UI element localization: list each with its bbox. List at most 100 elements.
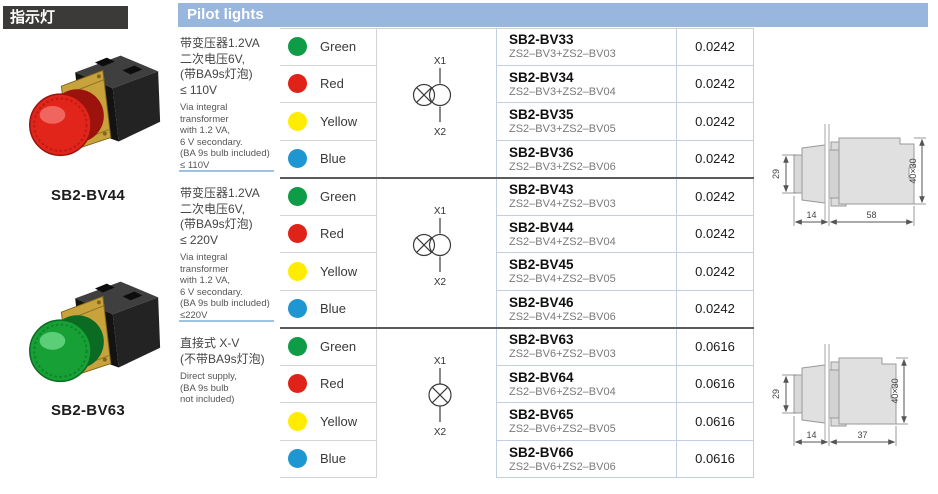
color-name: Yellow [320, 413, 358, 429]
color-name: Red [320, 76, 344, 92]
color-cell: Red [280, 366, 376, 403]
lens-color-dot [288, 224, 307, 244]
dim-lens-depth-label: 14 [806, 210, 816, 220]
dim-cross-section-label: 40×30 [890, 378, 900, 403]
dim-lens-depth-label: 14 [806, 430, 816, 440]
model-number: SB2-BV34 [509, 69, 574, 85]
product-label: SB2-BV63 [50, 402, 126, 419]
product-group: 直接式 X-V (不带BA9s灯泡) Direct supply, (BA 9s b… [178, 327, 754, 478]
model-number: SB2-BV44 [509, 219, 574, 235]
model-number: SB2-BV64 [509, 369, 574, 385]
color-cell: Yellow [280, 253, 376, 291]
model-number: SB2-BV65 [509, 407, 574, 422]
circuit-symbol-cell: X1 X2 [376, 328, 496, 478]
product-label: SB2-BV44 [50, 187, 126, 204]
model-number: SB2-BV46 [509, 294, 574, 310]
dim-cross-section-label: 40×30 [908, 158, 918, 183]
combination-code: ZS2–BV3+ZS2–BV05 [509, 123, 616, 135]
lens-color-dot [288, 261, 307, 281]
description-line-zh: (带BA9s灯泡) [180, 217, 253, 231]
dim-height-label: 29 [771, 169, 781, 179]
products-panel: SB2-BV44 SB2-BV63 [0, 0, 176, 494]
lens-color-dot [288, 74, 307, 94]
model-cell: SB2-BV34 ZS2–BV3+ZS2–BV04 [496, 65, 676, 103]
description-line-zh: 直接式 X-V [180, 336, 240, 350]
model-cell: SB2-BV43 ZS2–BV4+ZS2–BV03 [496, 178, 676, 216]
combination-code: ZS2–BV4+ZS2–BV03 [509, 198, 616, 210]
circuit-symbol-drawing: X1 X2 [427, 356, 452, 438]
combination-code: ZS2–BV6+ZS2–BV06 [509, 460, 616, 473]
color-name: Green [320, 188, 357, 204]
description-line-zh: 带变压器1.2VA [180, 186, 260, 200]
weight-cell: 0.0616 [676, 440, 754, 478]
color-cell: Blue [280, 441, 376, 478]
model-cell: SB2-BV36 ZS2–BV3+ZS2–BV06 [496, 140, 676, 178]
terminal-label-bottom: X2 [433, 277, 446, 288]
combination-code: ZS2–BV4+ZS2–BV04 [509, 235, 616, 248]
weight-cell: 0.0242 [676, 178, 754, 216]
description-line-zh: ≤ 110V [180, 82, 218, 97]
color-name: Blue [320, 301, 347, 317]
lens-color-dot [288, 299, 307, 319]
weight-cell: 0.0242 [676, 290, 754, 328]
weight-cell: 0.0242 [676, 140, 754, 178]
dimension-drawing-long-body: 29 14 58 40×30 [762, 122, 934, 240]
table-title: Pilot lights [178, 3, 928, 27]
color-name: Red [320, 376, 344, 392]
model-number: SB2-BV66 [509, 444, 574, 460]
combination-code: ZS2–BV4+ZS2–BV06 [509, 310, 616, 323]
color-name: Green [320, 38, 357, 54]
terminal-label-top: X1 [433, 206, 446, 217]
dimension-drawing-short-body: 29 14 37 40×30 [762, 342, 934, 460]
description-line-zh: (不带BA9s灯泡) [180, 351, 265, 366]
color-cell: Blue [280, 291, 376, 328]
color-cell: Red [280, 216, 376, 253]
description-line-zh: ≤ 220V [180, 232, 218, 247]
model-number: SB2-BV45 [509, 257, 574, 272]
weight-cell: 0.0616 [676, 403, 754, 441]
product-photo-red [29, 55, 161, 157]
color-name: Blue [320, 151, 347, 167]
model-cell: SB2-BV35 ZS2–BV3+ZS2–BV05 [496, 103, 676, 141]
description-line-en: Direct supply, [180, 371, 237, 382]
description-line-en: 6 V secondary. [180, 136, 243, 148]
description-line-en: Via integral transformer [180, 102, 229, 125]
model-number: SB2-BV43 [509, 182, 574, 197]
combination-code: ZS2–BV6+ZS2–BV05 [509, 423, 616, 435]
weight-cell: 0.0242 [676, 65, 754, 103]
weight-cell: 0.0242 [676, 215, 754, 253]
dim-body-depth-label: 37 [857, 430, 867, 440]
combination-code: ZS2–BV6+ZS2–BV03 [509, 348, 616, 360]
description-line-en: (BA 9s bulb included) [180, 148, 270, 159]
lens-color-dot [288, 411, 307, 431]
dimension-drawing-svg: 29 14 37 40×30 [771, 344, 908, 446]
pilot-lights-table: 带变压器1.2VA 二次电压6V, (带BA9s灯泡) ≤ 110V Via inte… [178, 28, 754, 478]
model-cell: SB2-BV33 ZS2–BV3+ZS2–BV03 [496, 28, 676, 66]
section-title-zh: 指示灯 [3, 6, 128, 29]
color-name: Green [320, 338, 357, 354]
group-description: 带变压器1.2VA 二次电压6V, (带BA9s灯泡) ≤ 110V Via inte… [178, 28, 280, 178]
terminal-label-bottom: X2 [433, 127, 446, 138]
terminal-label-bottom: X2 [433, 427, 446, 438]
product-group: 带变压器1.2VA 二次电压6V, (带BA9s灯泡) ≤ 110V Via inte… [178, 28, 754, 178]
description-line-en: Via integral transformer [180, 252, 229, 275]
model-number: SB2-BV35 [509, 107, 574, 122]
combination-code: ZS2–BV3+ZS2–BV06 [509, 160, 616, 173]
model-cell: SB2-BV64 ZS2–BV6+ZS2–BV04 [496, 365, 676, 403]
description-line-en: (BA 9s bulb included) [180, 298, 270, 309]
group-description: 直接式 X-V (不带BA9s灯泡) Direct supply, (BA 9s b… [178, 328, 280, 478]
model-cell: SB2-BV46 ZS2–BV4+ZS2–BV06 [496, 290, 676, 328]
lens-color-dot [288, 336, 307, 356]
product-group: 带变压器1.2VA 二次电压6V, (带BA9s灯泡) ≤ 220V Via inte… [178, 177, 754, 328]
dim-body-depth-label: 58 [866, 210, 876, 220]
circuit-symbol-cell: X1 X2 [376, 28, 496, 178]
color-name: Yellow [320, 113, 358, 129]
product-photo-green [29, 281, 161, 383]
weight-cell: 0.0242 [676, 103, 754, 141]
model-number: SB2-BV33 [509, 32, 574, 47]
description-line-en: 6 V secondary. [180, 286, 243, 298]
model-cell: SB2-BV63 ZS2–BV6+ZS2–BV03 [496, 328, 676, 366]
model-cell: SB2-BV45 ZS2–BV4+ZS2–BV05 [496, 253, 676, 291]
combination-code: ZS2–BV3+ZS2–BV03 [509, 48, 616, 60]
description-line-zh: 带变压器1.2VA [180, 36, 260, 50]
